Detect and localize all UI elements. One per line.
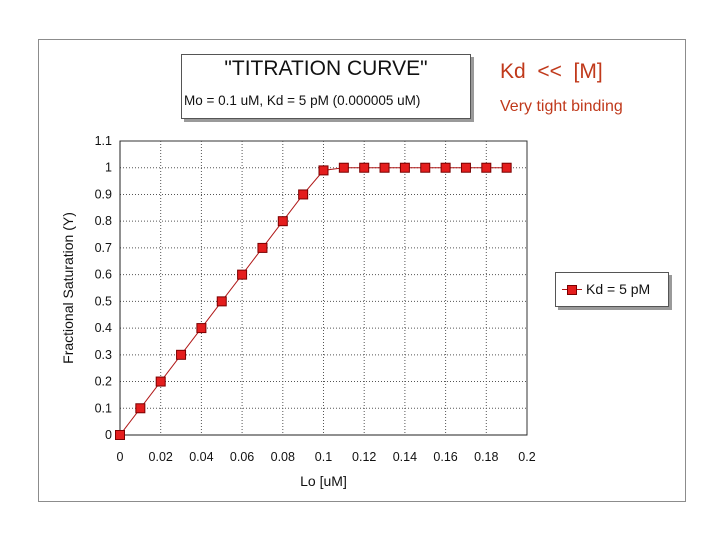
y-tick-label: 0.8 — [95, 214, 112, 228]
data-point-marker — [501, 162, 512, 173]
chart-title: "TITRATION CURVE" — [224, 57, 428, 80]
y-tick-label: 0.9 — [95, 187, 112, 201]
legend-square-marker — [567, 285, 577, 295]
x-tick-label: 0.06 — [230, 450, 254, 464]
y-tick-label: 1.1 — [95, 134, 112, 148]
y-tick-label: 0.3 — [95, 348, 112, 362]
data-point-marker — [216, 296, 227, 307]
x-tick-label: 0.18 — [474, 450, 498, 464]
x-tick-label: 0.1 — [315, 450, 332, 464]
data-point-marker — [379, 162, 390, 173]
data-point-marker — [155, 376, 166, 387]
y-tick-label: 0.5 — [95, 294, 112, 308]
legend: Kd = 5 pM — [555, 272, 669, 307]
grid-lines — [120, 141, 527, 435]
x-tick-label: 0.02 — [149, 450, 173, 464]
y-tick-label: 0.4 — [95, 321, 112, 335]
series-layer — [115, 162, 512, 440]
y-tick-label: 0.6 — [95, 268, 112, 282]
data-point-marker — [440, 162, 451, 173]
data-point-marker — [196, 323, 207, 334]
x-tick-label: 0 — [117, 450, 124, 464]
y-axis-title: Fractional Saturation (Y) — [60, 212, 76, 364]
data-point-marker — [399, 162, 410, 173]
legend-label: Kd = 5 pM — [586, 281, 651, 297]
data-point-marker — [338, 162, 349, 173]
x-tick-label: 0.08 — [271, 450, 295, 464]
x-tick-label: 0.2 — [518, 450, 535, 464]
data-point-marker — [460, 162, 471, 173]
x-tick-label: 0.16 — [433, 450, 457, 464]
data-point-marker — [257, 242, 268, 253]
x-tick-label: 0.14 — [393, 450, 417, 464]
data-point-marker — [481, 162, 492, 173]
chart-subtitle: Mo = 0.1 uM, Kd = 5 pM (0.000005 uM) — [184, 93, 421, 108]
binding-note-annotation: Very tight binding — [500, 98, 623, 115]
data-point-marker — [359, 162, 370, 173]
data-point-marker — [135, 403, 146, 414]
y-tick-label: 1 — [105, 161, 112, 175]
kd-relation-annotation: Kd << [M] — [500, 60, 603, 83]
chart-title-box: "TITRATION CURVE" Mo = 0.1 uM, Kd = 5 pM… — [181, 54, 471, 119]
y-tick-label: 0.7 — [95, 241, 112, 255]
x-tick-label: 0.04 — [189, 450, 213, 464]
y-tick-label: 0 — [105, 428, 112, 442]
data-point-marker — [176, 349, 187, 360]
y-tick-label: 0.2 — [95, 375, 112, 389]
data-point-marker — [298, 189, 309, 200]
x-axis-title: Lo [uM] — [300, 473, 347, 489]
data-point-marker — [115, 430, 125, 440]
x-tick-labels: 0 0.02 0.04 0.06 0.08 0.1 0.12 0.14 0.16 0.18 0.2 — [117, 450, 536, 464]
data-point-marker — [277, 216, 288, 227]
y-tick-label: 0.1 — [95, 401, 112, 415]
axes — [119, 141, 527, 436]
data-point-marker — [318, 165, 329, 176]
y-tick-labels: 0 0.1 0.2 0.3 0.4 0.5 0.6 0.7 0.8 0.9 1 1.1 — [95, 134, 112, 442]
data-point-marker — [237, 269, 248, 280]
data-point-marker — [420, 162, 431, 173]
x-tick-label: 0.12 — [352, 450, 376, 464]
